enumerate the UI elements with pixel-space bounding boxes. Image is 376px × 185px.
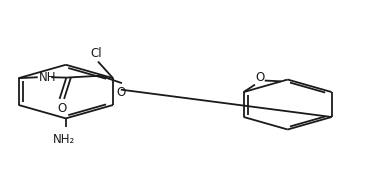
Text: NH₂: NH₂ — [53, 133, 75, 146]
Text: O: O — [256, 71, 265, 84]
Text: Cl: Cl — [90, 47, 102, 60]
Text: O: O — [57, 102, 67, 115]
Text: NH: NH — [39, 71, 57, 84]
Text: O: O — [116, 86, 126, 99]
